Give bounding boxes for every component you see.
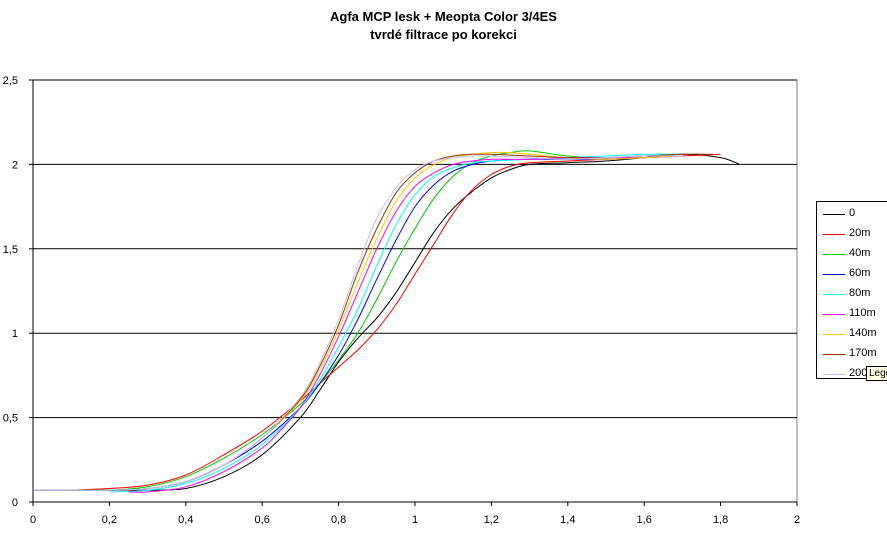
series-line-2 bbox=[71, 150, 683, 491]
legend-entry[interactable]: 80m bbox=[817, 286, 887, 306]
x-tick-label: 0,4 bbox=[178, 514, 193, 526]
legend-swatch bbox=[823, 274, 845, 275]
legend-swatch bbox=[823, 214, 845, 215]
legend-entry[interactable]: 60m bbox=[817, 266, 887, 286]
legend-label: 40m bbox=[849, 247, 871, 259]
x-tick-label: 1,4 bbox=[560, 514, 575, 526]
series-line-1 bbox=[71, 153, 721, 491]
legend-label: 140m bbox=[849, 327, 877, 339]
plot-area bbox=[32, 79, 798, 503]
x-tick-label: 1,2 bbox=[484, 514, 499, 526]
y-tick-label: 2,5 bbox=[3, 75, 18, 87]
legend-label: 60m bbox=[849, 267, 871, 279]
legend-swatch bbox=[823, 314, 845, 315]
legend-entry[interactable]: 20m bbox=[817, 226, 887, 246]
y-tick-label: 2 bbox=[12, 159, 18, 171]
x-tick-label: 0,8 bbox=[331, 514, 346, 526]
x-tick-label: 1,6 bbox=[637, 514, 652, 526]
y-tick-label: 1,5 bbox=[3, 244, 18, 256]
legend-tooltip: Legend bbox=[866, 366, 887, 381]
legend-label: 80m bbox=[849, 287, 871, 299]
legend-entry[interactable]: 140m bbox=[817, 326, 887, 346]
y-tick-label: 1 bbox=[12, 328, 18, 340]
y-tick-label: 0 bbox=[12, 497, 18, 509]
legend-swatch bbox=[823, 294, 845, 295]
series-line-0 bbox=[33, 153, 740, 491]
x-tick-label: 2 bbox=[794, 514, 800, 526]
legend-entry[interactable]: 0 bbox=[817, 206, 887, 226]
chart-title: Agfa MCP lesk + Meopta Color 3/4ES bbox=[330, 9, 557, 24]
y-tick-label: 0,5 bbox=[3, 413, 18, 425]
x-tick-label: 1 bbox=[412, 514, 418, 526]
legend-swatch bbox=[823, 374, 845, 375]
x-tick-label: 0 bbox=[30, 514, 36, 526]
legend-entry[interactable]: 40m bbox=[817, 246, 887, 266]
legend-swatch bbox=[823, 234, 845, 235]
legend-label: 110m bbox=[849, 307, 876, 319]
chart-subtitle: tvrdé filtrace po korekci bbox=[370, 27, 517, 42]
legend-label: 20m bbox=[849, 227, 871, 239]
legend-entry[interactable]: 110m bbox=[817, 306, 887, 326]
series-line-8 bbox=[33, 155, 683, 491]
legend-swatch bbox=[823, 334, 845, 335]
x-tick-label: 1,8 bbox=[713, 514, 728, 526]
legend-label: 170m bbox=[849, 347, 877, 359]
x-tick-label: 0,2 bbox=[102, 514, 117, 526]
legend-swatch bbox=[823, 254, 845, 255]
x-tick-label: 0,6 bbox=[255, 514, 270, 526]
legend-swatch bbox=[823, 354, 845, 355]
legend-entry[interactable]: 170m bbox=[817, 346, 887, 366]
legend[interactable]: 0 20m 40m 60m 80m 110m 140m 170m 200m bbox=[816, 201, 887, 379]
legend-label: 0 bbox=[849, 207, 856, 219]
